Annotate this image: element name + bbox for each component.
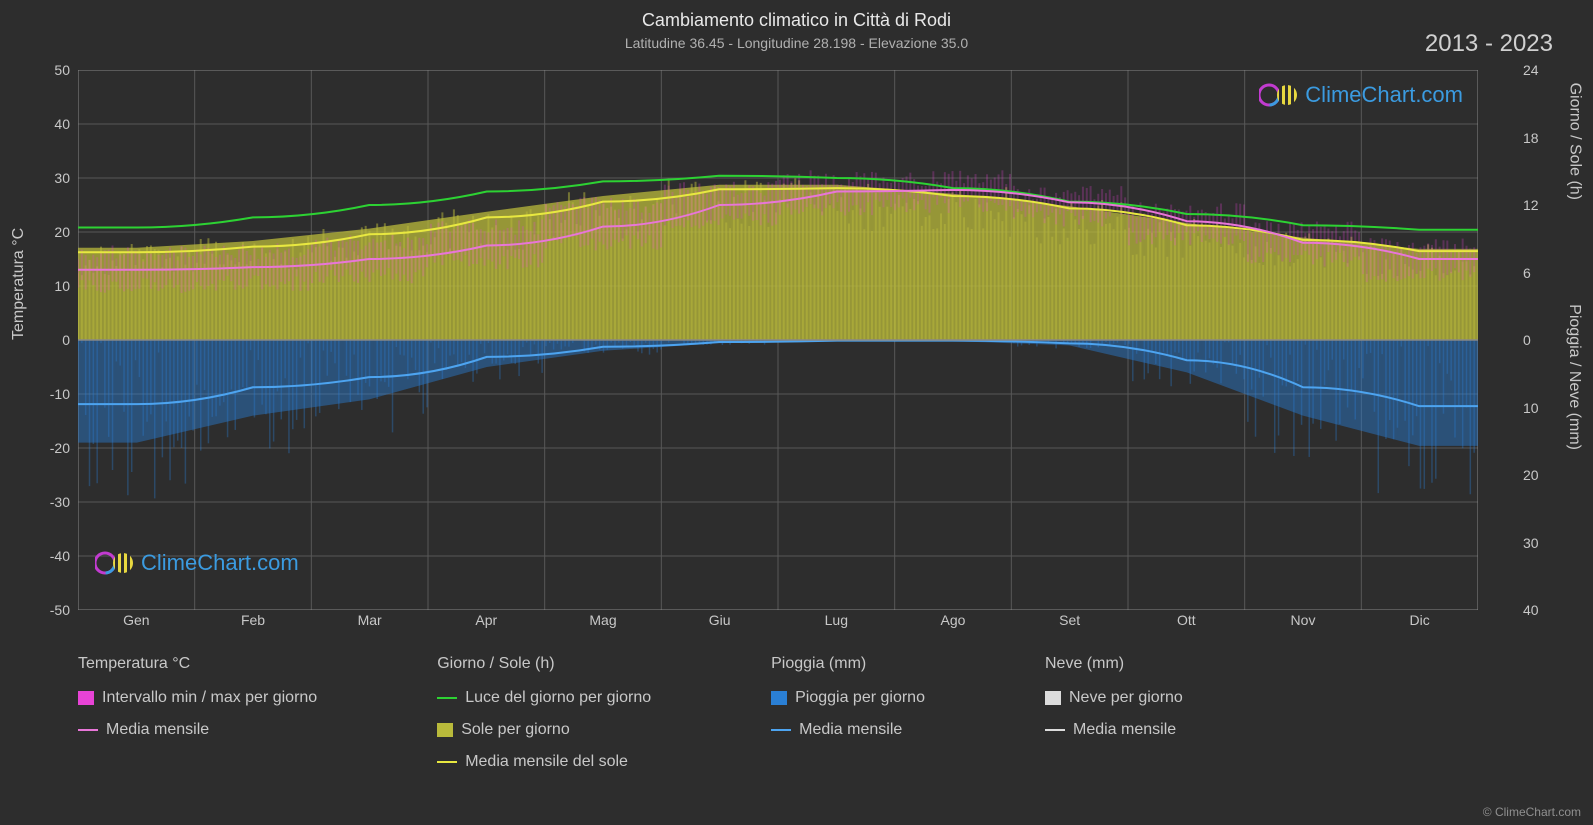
y-axis-left-label: Temperatura °C	[10, 228, 28, 340]
legend-swatch-icon	[1045, 691, 1061, 705]
y-tick-left: 40	[40, 116, 70, 132]
y-tick-left: -20	[40, 440, 70, 456]
legend-item-label: Sole per giorno	[461, 721, 570, 739]
y-tick-right-hours: 18	[1523, 130, 1553, 146]
legend-item-label: Media mensile	[106, 721, 209, 739]
x-tick-month: Lug	[806, 612, 866, 628]
x-tick-month: Set	[1040, 612, 1100, 628]
legend-item-label: Media mensile	[799, 721, 902, 739]
logo-icon	[95, 550, 135, 576]
chart-title: Cambiamento climatico in Città di Rodi	[0, 10, 1593, 31]
legend-column-title: Pioggia (mm)	[771, 655, 925, 673]
y-tick-right-hours: 12	[1523, 197, 1553, 213]
logo-icon	[1259, 82, 1299, 108]
legend-item-label: Media mensile	[1073, 721, 1176, 739]
x-tick-month: Giu	[690, 612, 750, 628]
legend-column: Giorno / Sole (h) Luce del giorno per gio…	[437, 655, 651, 771]
legend-column-title: Temperatura °C	[78, 655, 317, 673]
x-tick-month: Feb	[223, 612, 283, 628]
legend-item-label: Pioggia per giorno	[795, 689, 925, 707]
y-tick-right-hours: 24	[1523, 62, 1553, 78]
x-tick-month: Mag	[573, 612, 633, 628]
legend-swatch-icon	[437, 723, 453, 737]
x-tick-month: Apr	[456, 612, 516, 628]
watermark-top: ClimeChart.com	[1259, 82, 1463, 108]
legend-line-icon	[78, 729, 98, 731]
y-tick-left: 50	[40, 62, 70, 78]
legend-item: Luce del giorno per giorno	[437, 689, 651, 707]
y-tick-left: -50	[40, 602, 70, 618]
legend-line-icon	[437, 697, 457, 699]
watermark-text: ClimeChart.com	[141, 550, 299, 576]
y-tick-left: 10	[40, 278, 70, 294]
plot-svg	[78, 70, 1478, 610]
legend-item-label: Neve per giorno	[1069, 689, 1183, 707]
legend-column: Pioggia (mm) Pioggia per giorno Media mens…	[771, 655, 925, 771]
y-tick-left: -30	[40, 494, 70, 510]
legend-column: Temperatura °C Intervallo min / max per g…	[78, 655, 317, 771]
year-range: 2013 - 2023	[1425, 30, 1553, 58]
y-tick-right-mm: 10	[1523, 400, 1553, 416]
x-tick-month: Ago	[923, 612, 983, 628]
y-axis-right-top-label: Giorno / Sole (h)	[1565, 83, 1583, 200]
legend-column-title: Neve (mm)	[1045, 655, 1183, 673]
y-tick-left: 30	[40, 170, 70, 186]
legend-item: Media mensile	[78, 721, 317, 739]
y-tick-right-mm: 40	[1523, 602, 1553, 618]
legend-item: Media mensile	[771, 721, 925, 739]
legend-item: Media mensile	[1045, 721, 1183, 739]
copyright: © ClimeChart.com	[1483, 805, 1581, 819]
legend-swatch-icon	[78, 691, 94, 705]
legend-line-icon	[771, 729, 791, 731]
legend-swatch-icon	[771, 691, 787, 705]
x-tick-month: Dic	[1390, 612, 1450, 628]
y-tick-left: -10	[40, 386, 70, 402]
x-tick-month: Gen	[106, 612, 166, 628]
legend-item: Pioggia per giorno	[771, 689, 925, 707]
legend-line-icon	[437, 761, 457, 763]
chart-subtitle: Latitudine 36.45 - Longitudine 28.198 - …	[0, 35, 1593, 51]
legend-item: Neve per giorno	[1045, 689, 1183, 707]
legend-column-title: Giorno / Sole (h)	[437, 655, 651, 673]
y-tick-left: 0	[40, 332, 70, 348]
legend-item-label: Media mensile del sole	[465, 753, 628, 771]
legend-column: Neve (mm) Neve per giorno Media mensile	[1045, 655, 1183, 771]
x-tick-month: Ott	[1156, 612, 1216, 628]
x-tick-month: Mar	[340, 612, 400, 628]
y-axis-right-bottom-label: Pioggia / Neve (mm)	[1565, 304, 1583, 450]
y-tick-right-mm: 30	[1523, 535, 1553, 551]
y-tick-left: 20	[40, 224, 70, 240]
watermark-bottom: ClimeChart.com	[95, 550, 299, 576]
legend-item: Intervallo min / max per giorno	[78, 689, 317, 707]
legend-line-icon	[1045, 729, 1065, 731]
y-tick-right-hours: 0	[1523, 332, 1553, 348]
y-tick-right-mm: 20	[1523, 467, 1553, 483]
legend-item: Sole per giorno	[437, 721, 651, 739]
y-tick-right-hours: 6	[1523, 265, 1553, 281]
legend: Temperatura °C Intervallo min / max per g…	[78, 655, 1478, 771]
climate-chart: Cambiamento climatico in Città di Rodi L…	[0, 0, 1593, 825]
watermark-text: ClimeChart.com	[1305, 82, 1463, 108]
legend-item-label: Luce del giorno per giorno	[465, 689, 651, 707]
legend-item-label: Intervallo min / max per giorno	[102, 689, 317, 707]
legend-item: Media mensile del sole	[437, 753, 651, 771]
y-tick-left: -40	[40, 548, 70, 564]
x-tick-month: Nov	[1273, 612, 1333, 628]
